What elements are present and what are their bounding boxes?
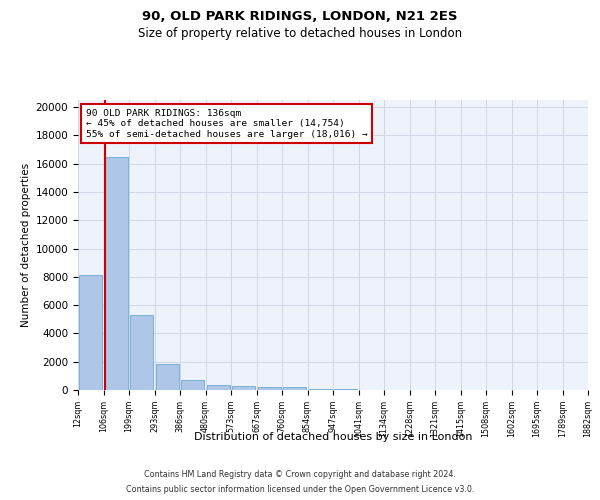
Text: 90 OLD PARK RIDINGS: 136sqm
← 45% of detached houses are smaller (14,754)
55% of: 90 OLD PARK RIDINGS: 136sqm ← 45% of det… [86,108,367,138]
Y-axis label: Number of detached properties: Number of detached properties [22,163,31,327]
Bar [232,386,256,390]
Bar [130,315,154,390]
Bar [181,380,205,390]
Bar [283,387,307,390]
Bar [206,385,230,390]
Text: 90, OLD PARK RIDINGS, LONDON, N21 2ES: 90, OLD PARK RIDINGS, LONDON, N21 2ES [142,10,458,23]
Bar [79,276,103,390]
Text: Size of property relative to detached houses in London: Size of property relative to detached ho… [138,28,462,40]
Bar [155,364,179,390]
Bar [308,388,332,390]
Text: Contains public sector information licensed under the Open Government Licence v3: Contains public sector information licen… [126,485,474,494]
Text: Distribution of detached houses by size in London: Distribution of detached houses by size … [194,432,472,442]
Text: Contains HM Land Registry data © Crown copyright and database right 2024.: Contains HM Land Registry data © Crown c… [144,470,456,479]
Bar [104,156,128,390]
Bar [257,387,281,390]
